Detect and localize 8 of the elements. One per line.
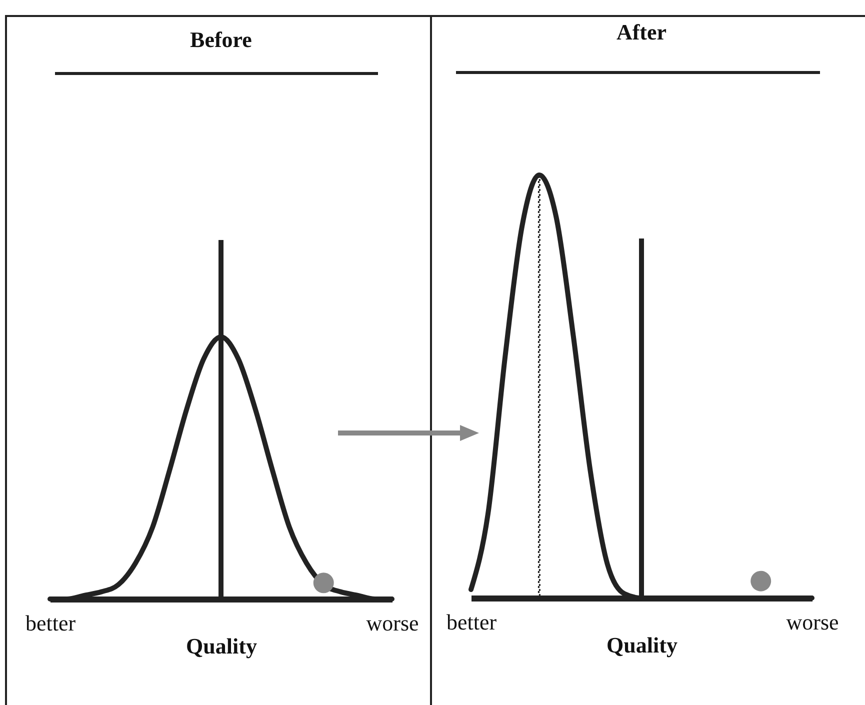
x-axis-title: Quality xyxy=(186,634,257,658)
chart-title: After xyxy=(616,20,667,44)
x-tick-label: worse xyxy=(366,610,419,636)
x-tick-label: better xyxy=(446,610,498,634)
x-axis-title: Quality xyxy=(606,632,678,658)
x-tick-label: worse xyxy=(786,610,839,634)
x-tick-label: better xyxy=(25,610,76,636)
chart-title: Before xyxy=(190,27,252,52)
